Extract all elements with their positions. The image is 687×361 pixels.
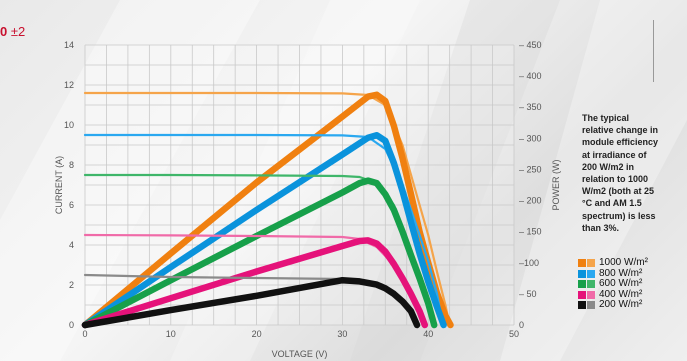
x-tick-label: 10	[166, 329, 176, 339]
legend-swatch-power	[578, 259, 586, 268]
divider-line	[653, 20, 654, 82]
legend-swatch-power	[578, 280, 586, 289]
legend-swatch-current	[587, 301, 595, 310]
legend-swatch-power	[578, 269, 586, 278]
y-tick-label: 14	[64, 40, 74, 50]
x-tick-label: 50	[509, 329, 519, 339]
y-tick-label: 2	[69, 280, 74, 290]
legend-item: 400 W/m²	[578, 288, 648, 301]
legend-label: 600 W/m²	[599, 278, 643, 289]
legend-label: 200 W/m²	[599, 299, 643, 310]
legend-swatch-current	[587, 280, 595, 289]
legend-item: 200 W/m²	[578, 299, 648, 311]
y-tick-label: 0	[69, 320, 74, 330]
pv-curve-3	[81, 237, 429, 329]
legend-swatch-current	[587, 259, 595, 268]
y2-tick-label: – 450	[519, 40, 542, 50]
legend-swatch-power	[578, 290, 586, 299]
x-tick-label: 30	[337, 329, 347, 339]
header-value: 0	[0, 24, 8, 39]
x-tick-label: 20	[252, 329, 262, 339]
legend-swatch-power	[578, 301, 586, 310]
header-tolerance: ±2	[10, 24, 26, 39]
y2-tick-label: – 150	[519, 227, 542, 237]
legend-label: 400 W/m²	[599, 288, 643, 300]
x-tick-label: 0	[82, 329, 87, 339]
y2-tick-label: – 200	[519, 196, 542, 206]
pv-curve-4	[81, 276, 421, 329]
legend-item: 800 W/m²	[578, 267, 648, 280]
y-tick-label: 6	[69, 200, 74, 210]
y-axis-label: CURRENT (A)	[54, 156, 64, 214]
y2-tick-label: – 300	[519, 133, 542, 143]
x-tick-label: 40	[423, 329, 433, 339]
y-tick-label: 4	[69, 240, 74, 250]
y2-tick-label: – 350	[519, 102, 542, 112]
efficiency-note: The typical relative change in module ef…	[582, 113, 659, 233]
y-tick-label: 12	[64, 80, 74, 90]
header-fragment: 0 ±2	[0, 24, 25, 39]
legend: 1000 W/m² 800 W/m² 600 W/m² 400 W/m² 200 W/m…	[578, 257, 648, 311]
pv-curve-1	[81, 131, 447, 329]
legend-label: 1000 W/m²	[599, 257, 648, 268]
legend-label: 800 W/m²	[599, 267, 643, 279]
x-axis-label: VOLTAGE (V)	[272, 349, 328, 359]
y2-tick-label: – 50	[519, 289, 537, 299]
pv-curve-2	[81, 177, 438, 329]
y2-axis-label: POWER (W)	[551, 160, 561, 211]
legend-item: 1000 W/m²	[578, 257, 648, 269]
y-tick-label: 10	[64, 120, 74, 130]
legend-swatch-current	[587, 269, 595, 278]
y2-tick-label: 0	[519, 320, 524, 330]
y-tick-label: 8	[69, 160, 74, 170]
y2-tick-label: –100	[519, 258, 539, 268]
legend-swatch-current	[587, 290, 595, 299]
y2-tick-label: – 400	[519, 71, 542, 81]
legend-item: 600 W/m²	[578, 278, 648, 290]
y2-tick-label: – 250	[519, 164, 542, 174]
